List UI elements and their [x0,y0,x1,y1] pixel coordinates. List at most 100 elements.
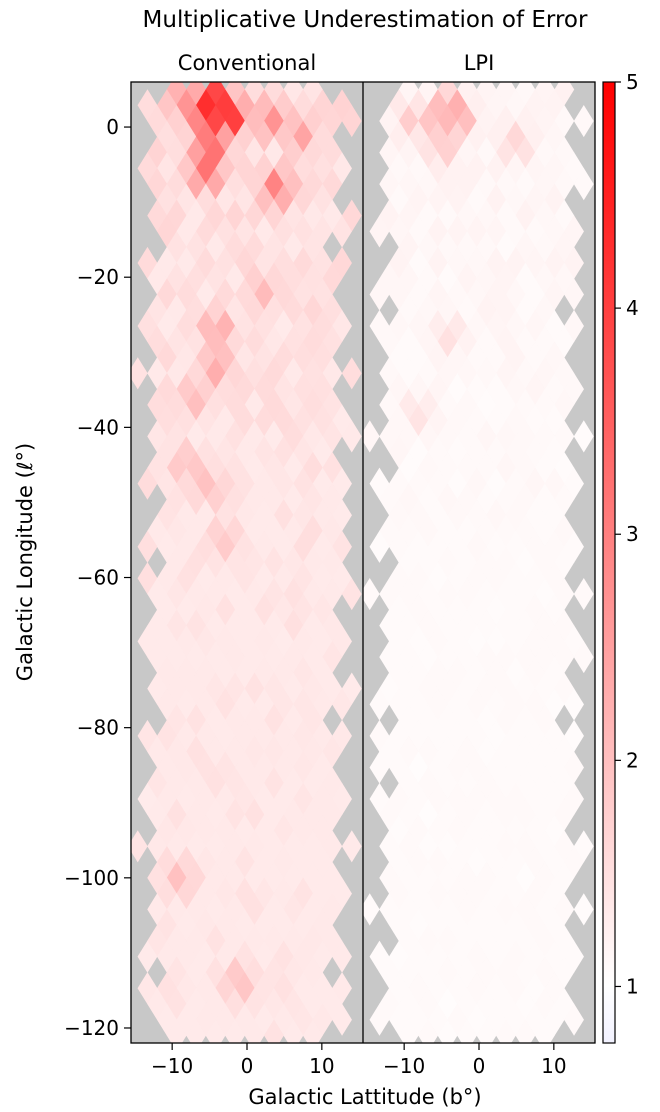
heatmap-cell [564,467,584,500]
heatmap-cell [457,704,477,737]
heatmap-cell [408,751,429,784]
x-axis: −10 0 10 −10 0 10 [151,1043,567,1078]
heatmap-cell [302,420,323,453]
heatmap-cell [447,120,468,153]
heatmap-cell [418,546,439,579]
heatmap-cell [225,104,245,138]
heatmap-cell [388,436,409,469]
heatmap-cell [408,341,429,374]
heatmap-cell [457,546,477,579]
heatmap-cell [264,104,284,138]
heatmap-cell [341,420,362,453]
heatmap-cell [466,89,487,122]
colorbar-tick-label: 5 [626,70,639,94]
heatmap-cell [408,183,429,216]
heatmap-cell [147,168,168,201]
heatmap-cell [447,909,468,942]
heatmap-cell [515,546,536,579]
x-tick-label: −10 [151,1054,193,1078]
heatmap-cell [302,483,323,516]
heatmap-cell [322,987,343,1021]
heatmap-cell [496,325,516,358]
heatmap-cell [322,420,343,453]
heatmap-cell [466,625,487,658]
heatmap-cell [564,1003,584,1036]
y-tick-label: −40 [77,415,119,439]
heatmap-cell [457,82,477,106]
heatmap-cell [293,782,314,816]
heatmap-cell [534,294,555,327]
heatmap-cell [264,987,284,1021]
heatmap-cell [147,451,168,484]
heatmap-cell [427,404,448,437]
heatmap-cell [447,940,468,973]
heatmap-cell [264,672,284,705]
heatmap-cell [264,136,284,169]
heatmap-cell [564,688,584,721]
heatmap-cell [496,672,516,705]
heatmap-cell [244,104,265,138]
heatmap-cell [283,514,304,548]
heatmap-cell [554,546,575,579]
heatmap-cell [176,782,197,816]
heatmap-cell [215,183,236,216]
heatmap-cell [156,183,177,216]
heatmap-cell [322,199,343,232]
heatmap-cell [244,1019,265,1043]
heatmap-cell [264,325,284,358]
heatmap-cell [447,751,468,784]
heatmap-cell [466,309,487,343]
heatmap-cell [302,451,323,484]
heatmap-cell [466,278,487,311]
heatmap-cell [466,152,487,185]
heatmap-cell [388,940,409,973]
panel-title-lpi: LPI [464,51,495,75]
heatmap-cell [332,1003,352,1036]
heatmap-cell [447,183,468,216]
heatmap-cell [293,625,314,658]
heatmap-cell [437,861,458,894]
heatmap-cell [564,940,584,973]
heatmap-cell [137,467,158,500]
heatmap-cell [466,215,487,248]
heatmap-cell [447,152,468,185]
heatmap-cell [408,436,429,469]
heatmap-cell [341,577,362,611]
panel-title-conventional: Conventional [178,51,316,75]
heatmap-cell [447,372,468,406]
heatmap-cell [264,704,284,737]
heatmap-cell [225,82,245,106]
heatmap-cell [544,372,565,406]
heatmap-cell [322,357,343,390]
heatmap-cell [496,388,516,421]
heatmap-cell [283,451,304,484]
heatmap-cell [205,82,226,106]
heatmap-cell [505,782,526,816]
heatmap-cell [332,625,352,658]
heatmap-cell [408,246,429,280]
heatmap-cell [476,546,497,579]
heatmap-cell [573,641,594,674]
heatmap-cell [466,404,487,437]
heatmap-cell [264,483,284,516]
heatmap-cell [332,782,352,816]
heatmap-cell [254,940,275,973]
heatmap-cell [341,199,362,232]
heatmap-cell [264,231,284,264]
heatmap-cell [408,782,429,816]
heatmap-cell [496,168,516,201]
heatmap-cell [312,625,333,658]
heatmap-cell [447,309,468,343]
y-axis-label: Galactic Longitude (ℓ°) [13,443,37,681]
heatmap-cell [573,893,594,926]
heatmap-cell [244,861,265,894]
colorbar-ticks: 5 4 3 2 1 [615,70,639,998]
heatmap-cell [283,546,304,579]
heatmap-cell [398,1019,419,1043]
y-axis: 0 −20 −40 −60 −80 −100 −120 [64,115,131,1040]
heatmap-cell [466,246,487,280]
chart-title: Multiplicative Underestimation of Error [143,7,588,33]
heatmap-cell [186,451,207,484]
heatmap-cell [564,278,584,311]
heatmap-cell [457,1019,477,1043]
